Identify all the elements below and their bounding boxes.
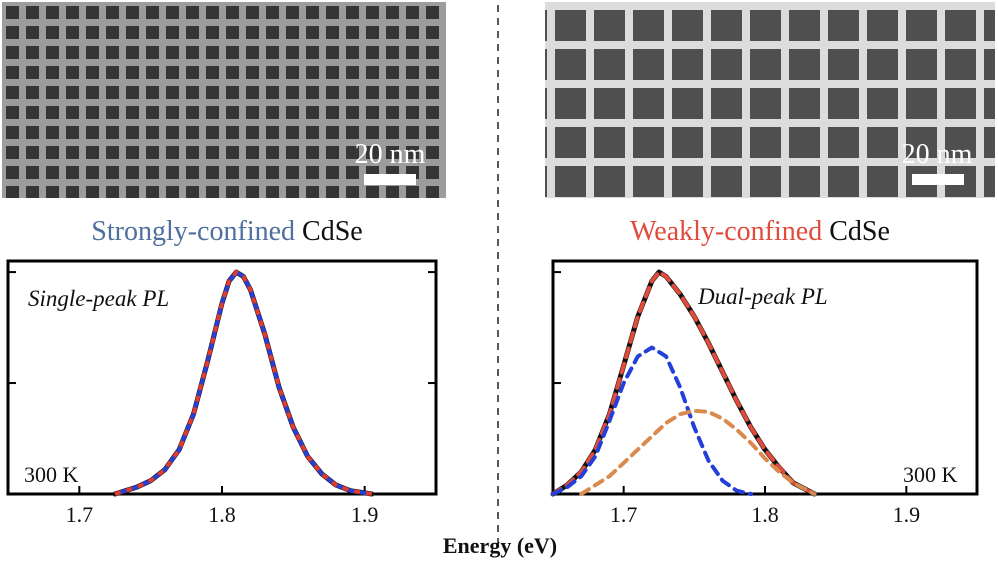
left-panel-title: Strongly-confined CdSe <box>91 216 362 247</box>
shared-x-axis-label: Energy (eV) <box>443 533 557 558</box>
right-scale-bar-label: 20 nm <box>902 139 973 170</box>
left-temperature: 300 K <box>24 462 79 487</box>
left-annotation: Single-peak PL <box>28 286 169 311</box>
right-x-tick-label: 1.8 <box>751 502 779 527</box>
left-scale-bar-label: 20 nm <box>355 139 426 170</box>
left-series-single-peak-fit-b <box>114 269 373 496</box>
right-temperature: 300 K <box>903 462 958 487</box>
left-title-rest: CdSe <box>295 216 363 247</box>
left-x-tick-label: 1.7 <box>66 502 94 527</box>
right-series-total-fit <box>551 270 817 496</box>
right-title-highlight: Weakly-confined <box>630 216 822 247</box>
left-series-single-peak-fit-a <box>114 269 373 496</box>
right-tem-image <box>545 2 995 198</box>
right-scale-bar <box>912 174 964 185</box>
left-tem-image <box>2 2 446 198</box>
right-annotation: Dual-peak PL <box>697 284 828 309</box>
right-x-tick-label: 1.9 <box>893 502 921 527</box>
right-series-high-energy-peak <box>579 408 817 496</box>
left-scale-bar <box>364 174 416 185</box>
right-pl-chart: 1.7 1.8 1.9 Dual-peak PL 300 K <box>550 259 979 527</box>
right-x-tick-label: 1.7 <box>610 502 638 527</box>
right-title-rest: CdSe <box>822 216 890 247</box>
left-x-tick-label: 1.9 <box>351 502 379 527</box>
left-title-highlight: Strongly-confined <box>91 216 295 247</box>
left-x-tick-label: 1.8 <box>208 502 236 527</box>
left-pl-chart: 1.7 1.8 1.9 Single-peak PL 300 K <box>6 259 438 527</box>
right-panel-title: Weakly-confined CdSe <box>630 216 890 247</box>
right-series-low-energy-peak <box>551 345 753 496</box>
